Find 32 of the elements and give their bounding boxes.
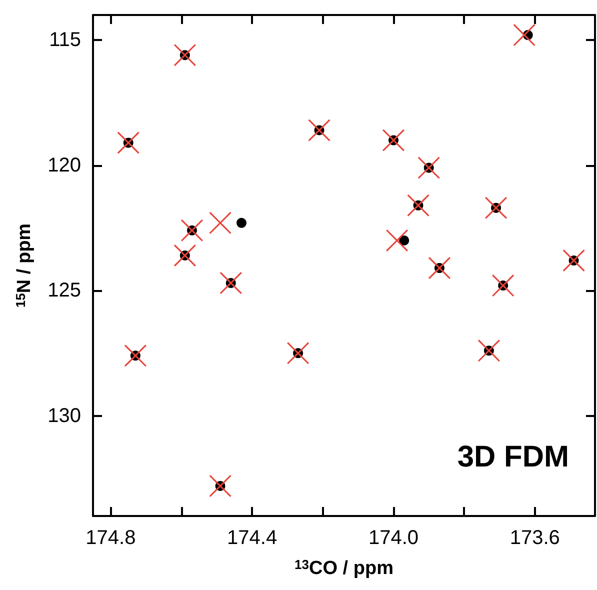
- point: [124, 344, 146, 367]
- point: [382, 129, 404, 152]
- y-tick-label: 115: [49, 29, 81, 52]
- point: [308, 119, 330, 142]
- x-tick-label: 174.4: [227, 527, 278, 549]
- y-tick-label: 120: [48, 154, 81, 176]
- y-axis-title: 15N / ppm: [13, 223, 35, 308]
- annotation: 3D FDM: [457, 440, 570, 474]
- y-tick-label: 125: [48, 280, 81, 302]
- point: [287, 342, 310, 364]
- point: [485, 196, 508, 219]
- point: [220, 272, 242, 294]
- point: [478, 340, 500, 362]
- point: [117, 132, 140, 154]
- point: [209, 212, 232, 234]
- point: [180, 219, 203, 242]
- x-tick-label: 174.0: [368, 527, 419, 549]
- y-tick-label: 130: [48, 404, 81, 427]
- point: [386, 229, 408, 252]
- point: [236, 218, 246, 228]
- point: [174, 244, 196, 266]
- point: [492, 274, 514, 297]
- point: [399, 235, 410, 246]
- x-tick-label: 174.8: [86, 527, 136, 549]
- point: [562, 249, 585, 272]
- x-tick-label: 173.6: [510, 527, 560, 549]
- point: [428, 257, 450, 280]
- point: [418, 156, 440, 179]
- point: [407, 194, 430, 216]
- point: [174, 44, 196, 66]
- point: [513, 24, 536, 46]
- point: [209, 474, 232, 497]
